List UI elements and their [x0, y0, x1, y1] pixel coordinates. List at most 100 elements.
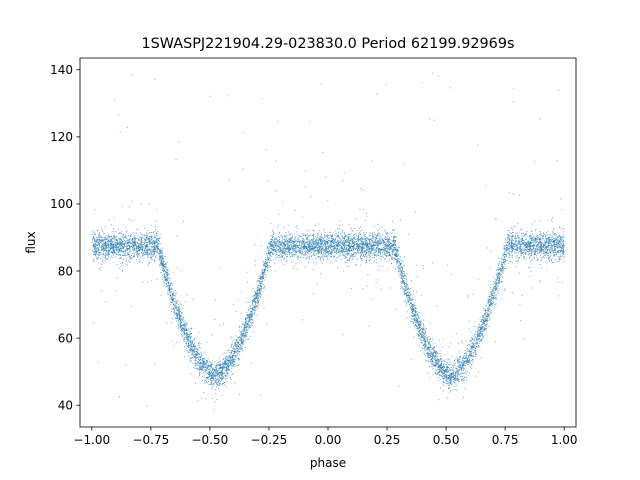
data-point — [156, 239, 158, 241]
data-point — [511, 241, 513, 243]
data-point — [232, 348, 234, 350]
data-point — [277, 245, 278, 247]
data-point — [401, 276, 403, 278]
data-point — [553, 254, 555, 256]
data-point — [166, 279, 168, 281]
data-point — [401, 270, 403, 271]
data-point — [323, 253, 325, 255]
data-point — [199, 351, 201, 353]
data-point — [217, 374, 219, 375]
data-point — [490, 305, 492, 307]
data-point — [302, 237, 304, 239]
data-point — [405, 287, 407, 289]
data-point — [389, 249, 391, 250]
data-point — [349, 247, 351, 249]
data-point — [493, 287, 495, 289]
data-point — [92, 240, 94, 242]
data-point — [172, 294, 173, 296]
data-point — [368, 255, 370, 257]
data-point — [450, 380, 452, 382]
data-point — [362, 247, 364, 249]
data-point — [313, 248, 315, 250]
data-point — [319, 241, 321, 243]
data-point — [393, 230, 395, 232]
data-point — [223, 323, 224, 325]
data-point — [547, 220, 549, 222]
data-point — [323, 229, 325, 231]
data-point — [320, 237, 322, 239]
data-point — [473, 344, 475, 346]
data-point — [209, 376, 211, 378]
data-point — [188, 329, 190, 331]
data-point — [184, 356, 185, 358]
data-point — [272, 245, 274, 247]
data-point — [443, 359, 445, 361]
data-point — [555, 245, 557, 247]
data-point — [115, 241, 116, 243]
data-point — [439, 359, 441, 361]
data-point — [140, 246, 142, 248]
data-point — [562, 239, 564, 241]
data-point — [183, 322, 185, 324]
data-point — [421, 294, 423, 296]
data-point — [154, 245, 156, 247]
data-point — [485, 309, 487, 311]
data-point — [375, 237, 377, 239]
data-point — [327, 235, 329, 236]
data-point — [99, 251, 101, 253]
data-point — [289, 238, 291, 240]
data-point — [280, 244, 282, 246]
data-point — [292, 246, 294, 248]
data-point — [432, 354, 434, 356]
data-point — [166, 279, 168, 281]
data-point — [438, 399, 440, 401]
data-point — [95, 255, 96, 256]
data-point — [385, 248, 387, 249]
data-point — [167, 289, 169, 291]
data-point — [305, 237, 307, 239]
data-point — [349, 239, 351, 241]
data-point — [144, 241, 146, 243]
data-point — [483, 319, 485, 321]
data-point — [482, 314, 484, 316]
data-point — [326, 236, 328, 238]
data-point — [438, 374, 440, 376]
data-point — [291, 254, 293, 256]
data-point — [246, 336, 248, 338]
data-point — [405, 288, 407, 290]
data-point — [343, 255, 345, 257]
data-point — [437, 75, 439, 77]
data-point — [380, 239, 381, 241]
data-point — [288, 249, 290, 251]
data-point — [361, 241, 363, 243]
data-point — [476, 339, 478, 341]
data-point — [285, 248, 287, 250]
data-point — [524, 245, 526, 247]
data-point — [521, 250, 523, 252]
data-point — [541, 247, 543, 249]
data-point — [316, 238, 318, 240]
data-point — [331, 253, 333, 255]
data-point — [501, 267, 503, 269]
data-point — [338, 238, 340, 240]
data-point — [407, 288, 409, 290]
data-point — [399, 266, 401, 268]
data-point — [333, 248, 335, 250]
data-point — [172, 272, 174, 274]
data-point — [373, 247, 374, 249]
data-point — [520, 254, 522, 256]
data-point — [92, 258, 94, 260]
data-point — [116, 244, 117, 246]
data-point — [142, 247, 143, 249]
data-point — [162, 265, 164, 267]
data-point — [274, 253, 276, 255]
data-point — [362, 244, 364, 246]
data-point — [136, 254, 138, 256]
data-point — [492, 300, 493, 302]
data-point — [314, 234, 316, 236]
data-point — [227, 375, 228, 377]
data-point — [287, 242, 289, 244]
data-point — [203, 364, 204, 366]
data-point — [424, 355, 426, 357]
data-point — [181, 325, 183, 327]
